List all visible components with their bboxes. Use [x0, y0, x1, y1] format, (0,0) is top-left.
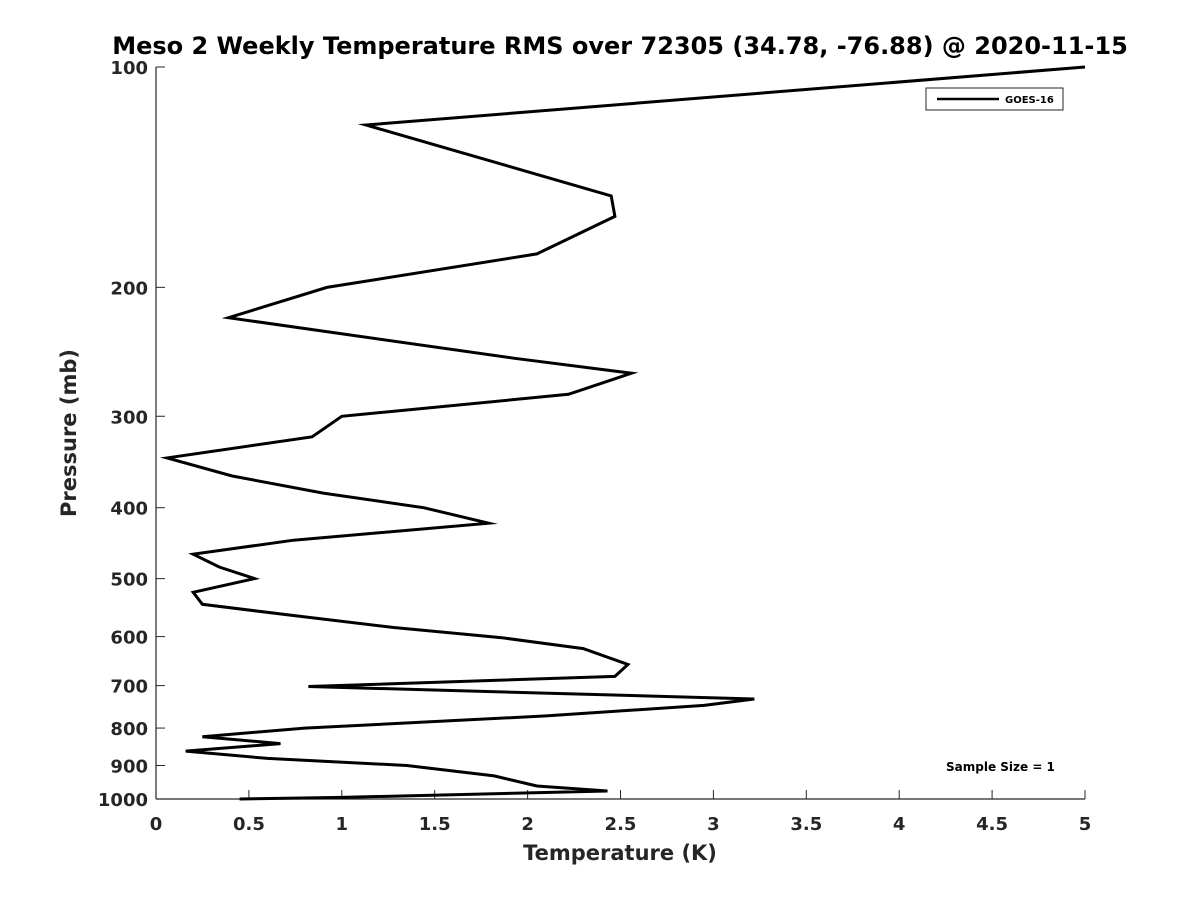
y-tick-label: 100 [110, 58, 148, 79]
y-axis-label: Pressure (mb) [57, 349, 81, 517]
y-tick-label: 1000 [98, 790, 148, 811]
y-axis-ticks: 100 200 300 400 500 600 700 800 900 1000 [98, 58, 165, 811]
x-axis-ticks: 0 0.5 1 1.5 2 2.5 3 3.5 4 4.5 5 [150, 790, 1092, 835]
x-tick-label: 0 [150, 814, 163, 835]
y-tick-label: 600 [110, 628, 148, 649]
x-axis-label: Temperature (K) [523, 841, 717, 865]
x-tick-label: 1.5 [419, 814, 451, 835]
legend-label-goes-16: GOES-16 [1005, 95, 1054, 106]
chart-title: Meso 2 Weekly Temperature RMS over 72305… [112, 32, 1128, 60]
x-tick-label: 1 [336, 814, 349, 835]
y-tick-label: 300 [110, 407, 148, 428]
legend: GOES-16 [925, 87, 1064, 111]
y-tick-label: 900 [110, 757, 148, 778]
y-tick-label: 400 [110, 499, 148, 520]
x-tick-label: 4.5 [976, 814, 1008, 835]
series-layer [159, 65, 1086, 801]
x-tick-label: 2 [521, 814, 534, 835]
y-tick-label: 200 [110, 278, 148, 299]
x-tick-label: 0.5 [233, 814, 265, 835]
x-tick-label: 3.5 [790, 814, 822, 835]
sample-size-annotation: Sample Size = 1 [946, 760, 1055, 774]
x-tick-label: 5 [1079, 814, 1092, 835]
x-tick-label: 3 [707, 814, 720, 835]
y-tick-label: 800 [110, 719, 148, 740]
y-tick-label: 700 [110, 677, 148, 698]
x-tick-label: 2.5 [605, 814, 637, 835]
x-tick-label: 4 [893, 814, 906, 835]
y-tick-label: 500 [110, 570, 148, 591]
series-line-goes-16 [159, 65, 1086, 801]
